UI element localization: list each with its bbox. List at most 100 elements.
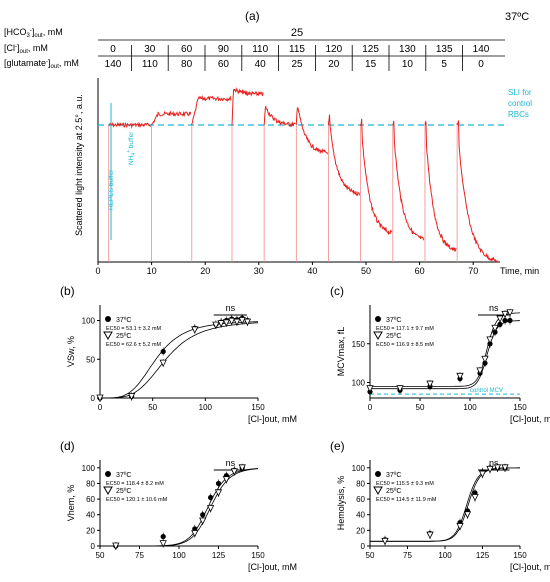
- fit-curve: [370, 467, 520, 542]
- trace-segment: [231, 87, 264, 126]
- x-axis-label: [Cl-]out, mM: [510, 562, 550, 572]
- panel-a-label: (a): [245, 9, 260, 23]
- y-tick-label: 40: [356, 511, 365, 520]
- panel-a-xlabel: Time, min: [500, 266, 539, 276]
- y-tick-label: 100: [352, 464, 366, 473]
- data-point-25: [217, 320, 225, 328]
- data-point-25: [159, 359, 167, 368]
- panel-a-plot: 0 10 20 30 40 50 60 70: [95, 78, 505, 276]
- x-tick-label: 0: [368, 403, 373, 412]
- hco3-value: 25: [291, 27, 303, 39]
- data-point-25: [96, 394, 104, 402]
- sli-label-2: control: [508, 99, 532, 108]
- data-point-25: [243, 318, 252, 326]
- data-point-25: [481, 355, 489, 364]
- trace-segment: [360, 118, 393, 235]
- data-point-25: [199, 517, 207, 525]
- data-point-37: [208, 494, 214, 501]
- cl-values-row: 0 30 60 90 110 115 120 125 130 135 140: [110, 44, 490, 71]
- y-axis-label: Hemolysis, %: [336, 476, 346, 531]
- legend-marker-25: [373, 486, 383, 496]
- glutamate-value: 20: [328, 59, 340, 70]
- data-point-37: [215, 480, 222, 487]
- legend-ec50: EC50 = 116.9 ± 8.5 mM: [376, 342, 434, 348]
- data-point-25: [206, 505, 215, 513]
- data-point-25: [456, 523, 464, 531]
- cl-value: 115: [289, 44, 305, 55]
- y-tick-label: 100: [352, 379, 366, 388]
- x-tick-label: 50: [148, 403, 157, 412]
- legend-ec50: EC50 = 62.6 ± 5.2 mM: [106, 342, 162, 348]
- data-point-25: [426, 531, 434, 539]
- data-point-37: [507, 317, 513, 324]
- x-tick-label: 70: [468, 266, 478, 276]
- y-tick-label: 80: [86, 479, 95, 488]
- x-tick-label: 150: [513, 403, 527, 412]
- glutamate-value: 0: [478, 59, 484, 70]
- data-point-25: [486, 465, 494, 474]
- temperature-label: 37ºC: [505, 11, 529, 23]
- data-point-25: [456, 372, 464, 381]
- x-tick-label: 150: [251, 551, 265, 560]
- glutamate-value: 15: [365, 59, 377, 70]
- data-point-25: [381, 537, 389, 546]
- y-tick-label: 150: [352, 340, 366, 349]
- y-tick-label: 20: [356, 526, 365, 535]
- data-point-25: [506, 309, 514, 317]
- cl-value: 0: [110, 44, 116, 55]
- y-tick-label: 0: [361, 542, 366, 551]
- glutamate-value: 80: [181, 59, 193, 70]
- y-tick-label: 60: [86, 495, 95, 504]
- trace-segment: [263, 105, 296, 128]
- data-point-25: [112, 542, 120, 550]
- x-tick-label: 50: [361, 266, 371, 276]
- legend-ec50: EC50 = 115.5 ± 9.3 mM: [376, 481, 434, 487]
- panel-a-ylabel: Scattered light intensity at 2.5°, a.u.: [74, 94, 84, 236]
- hco3-label: [HCO3-]out, mM: [4, 27, 63, 39]
- data-point-25: [491, 324, 499, 333]
- glutamate-value: 140: [105, 59, 122, 70]
- trace-segment: [392, 120, 425, 241]
- panel-c-plot: (c) 0 50 100 150 100 150 MCVmax, fL [Cl-]out, mM…: [330, 284, 550, 424]
- data-point-25: [233, 318, 241, 326]
- data-point-25: [228, 317, 236, 326]
- legend-name: 25ºC: [116, 488, 131, 495]
- glutamate-values-row: 140 110 80 60 40 25 20 15 10 5 0: [105, 59, 485, 70]
- x-tick-label: 100: [199, 403, 213, 412]
- legend-marker-25: [103, 331, 113, 341]
- legend-marker-25: [103, 486, 113, 496]
- nh4-label: NH4+ buffer: [126, 131, 137, 165]
- x-tick-label: 125: [212, 551, 226, 560]
- trace-segment: [424, 120, 457, 253]
- x-tick-label: 75: [403, 551, 412, 560]
- data-point-25: [396, 385, 404, 393]
- cl-value: 60: [181, 44, 193, 55]
- panel-label: (e): [330, 439, 345, 453]
- x-tick-label: 125: [476, 551, 490, 560]
- legend-ec50: EC50 = 118.4 ± 8.2 mM: [106, 481, 164, 487]
- y-tick-label: 20: [86, 526, 95, 535]
- cl-value: 130: [399, 44, 416, 55]
- data-point-25: [426, 380, 434, 388]
- x-tick-label: 150: [513, 551, 527, 560]
- data-point-25: [230, 468, 238, 476]
- data-point-25: [493, 464, 502, 472]
- data-point-25: [471, 494, 479, 502]
- cl-value: 135: [436, 44, 453, 55]
- panel-label: (d): [60, 439, 75, 453]
- data-point-25: [476, 367, 484, 375]
- cl-value: 120: [325, 44, 342, 55]
- trace-segment: [327, 114, 361, 197]
- legend-marker-37: [105, 316, 111, 322]
- glutamate-value: 25: [291, 59, 303, 70]
- glutamate-value: 60: [218, 59, 230, 70]
- sli-label-1: SLI for: [508, 88, 532, 97]
- data-point-37: [497, 321, 503, 327]
- cl-value: 140: [473, 44, 490, 55]
- legend-name: 37ºC: [116, 317, 131, 324]
- x-tick-label: 150: [251, 403, 265, 412]
- panel-e-plot: (e) 50 75 100 125 150 0 20 40 60 80 100 Hemolysis, %…: [330, 439, 550, 572]
- panel-d-plot: (d) 50 75 100 125 150 0 20 40 60 80 100 Vhem, % [Cl-]…: [60, 439, 297, 572]
- panel-label: (b): [60, 284, 75, 298]
- x-axis-label: [Cl-]out, mM: [248, 414, 297, 424]
